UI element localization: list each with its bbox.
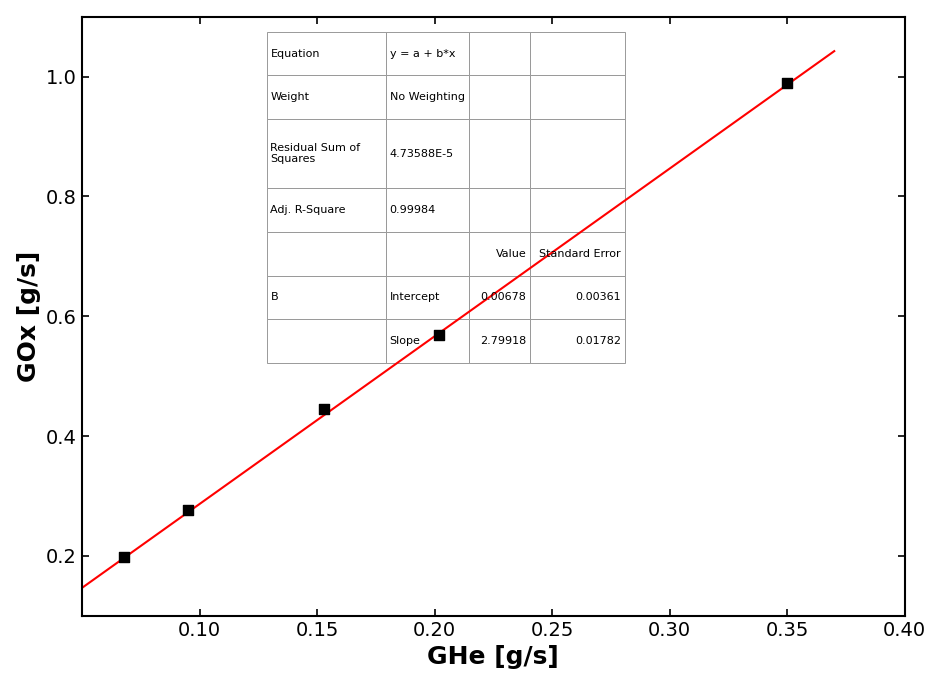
Text: Value: Value	[495, 248, 526, 259]
Bar	[267, 32, 387, 75]
Bar	[530, 75, 625, 119]
Text: Weight: Weight	[271, 92, 309, 102]
Text: 0.99984: 0.99984	[389, 205, 436, 215]
Bar	[267, 188, 387, 232]
Text: y = a + b*x: y = a + b*x	[389, 49, 455, 58]
Y-axis label: GOx [g/s]: GOx [g/s]	[17, 250, 41, 382]
Bar	[267, 232, 387, 276]
Bar	[530, 276, 625, 319]
Text: Standard Error: Standard Error	[539, 248, 620, 259]
Bar	[469, 319, 530, 363]
Bar	[469, 188, 530, 232]
Point	[432, 330, 447, 341]
Bar	[387, 276, 469, 319]
Bar	[530, 319, 625, 363]
Bar	[387, 119, 469, 188]
Bar	[267, 75, 387, 119]
Bar	[469, 232, 530, 276]
Bar	[530, 119, 625, 188]
Text: B: B	[271, 292, 278, 303]
Point	[780, 77, 795, 88]
Text: 0.00678: 0.00678	[480, 292, 526, 303]
Text: No Weighting: No Weighting	[389, 92, 465, 102]
Bar	[387, 232, 469, 276]
Text: Equation: Equation	[271, 49, 320, 58]
Text: 4.73588E-5: 4.73588E-5	[389, 149, 454, 158]
Bar	[267, 319, 387, 363]
Bar	[469, 119, 530, 188]
Text: Intercept: Intercept	[389, 292, 440, 303]
Point	[180, 504, 195, 515]
Bar	[469, 276, 530, 319]
Point	[317, 403, 332, 414]
Text: Slope: Slope	[389, 336, 421, 346]
Point	[117, 551, 132, 562]
Bar	[530, 232, 625, 276]
Bar	[387, 75, 469, 119]
Bar	[267, 276, 387, 319]
Bar	[469, 32, 530, 75]
Text: 0.00361: 0.00361	[575, 292, 620, 303]
Bar	[387, 188, 469, 232]
Bar	[530, 188, 625, 232]
Bar	[387, 32, 469, 75]
Bar	[267, 119, 387, 188]
Text: 0.01782: 0.01782	[575, 336, 620, 346]
Bar	[469, 75, 530, 119]
X-axis label: GHe [g/s]: GHe [g/s]	[427, 646, 559, 670]
Bar	[530, 32, 625, 75]
Text: Adj. R-Square: Adj. R-Square	[271, 205, 346, 215]
Text: 2.79918: 2.79918	[480, 336, 526, 346]
Bar	[387, 319, 469, 363]
Text: Residual Sum of
Squares: Residual Sum of Squares	[271, 143, 360, 165]
